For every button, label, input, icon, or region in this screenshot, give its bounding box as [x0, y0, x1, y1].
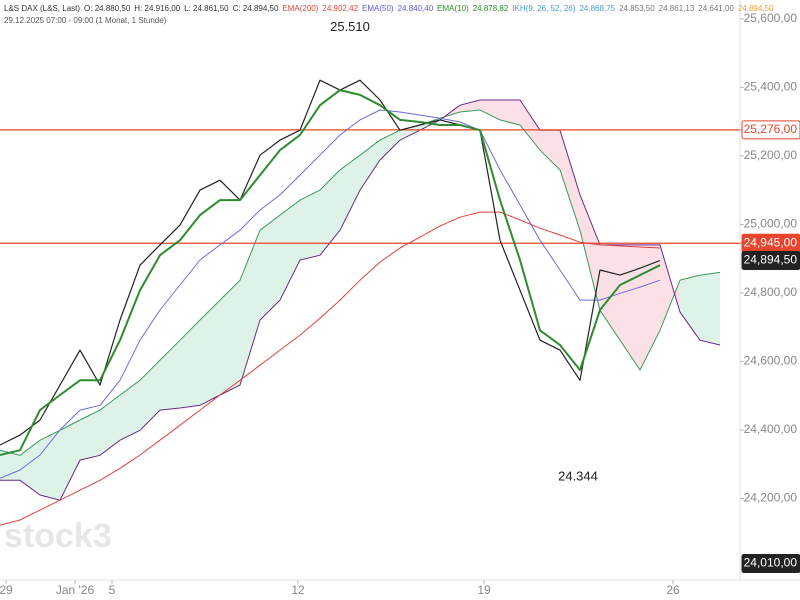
annotation: 24.344: [558, 469, 598, 484]
cloud-fill: [240, 230, 260, 386]
cloud-fill: [100, 395, 120, 456]
cloud-fill: [700, 272, 720, 345]
cloud-fill: [640, 244, 660, 370]
cloud-fill: [560, 130, 580, 231]
header-item: 24.840,40: [398, 4, 434, 13]
y-tick-label: 24,600,00: [744, 354, 798, 368]
level-label: 24,945,00: [744, 235, 798, 249]
cloud-fill: [360, 140, 380, 191]
x-tick-label: Jan '26: [56, 583, 95, 597]
cloud-fill: [620, 244, 640, 370]
cloud-fill: [600, 244, 620, 341]
series-line: [0, 109, 661, 479]
y-tick-label: 25,000,00: [744, 217, 798, 231]
cloud-fill: [460, 100, 480, 113]
series-line: [0, 79, 661, 446]
y-tick-label: 24,400,00: [744, 422, 798, 436]
level-label-box: [741, 120, 800, 140]
cloud-fill: [220, 280, 240, 396]
header-item: EMA(50): [362, 4, 394, 13]
annotation: 25.510: [330, 19, 370, 34]
x-tick-label: 12: [291, 583, 305, 597]
x-tick-label: 19: [477, 583, 491, 597]
cloud-fill: [160, 340, 180, 411]
header-item: 24.878,82: [473, 4, 509, 13]
cloud-fill: [280, 200, 300, 301]
cloud-fill: [120, 380, 140, 441]
cloud-fill: [40, 430, 60, 501]
series-line: [0, 211, 661, 526]
cloud-fill: [660, 244, 680, 331]
header-item: 24.868,75: [579, 4, 615, 13]
cloud-fill: [520, 100, 540, 151]
cloud-fill: [500, 100, 520, 126]
header-item: 24.894,50: [738, 4, 774, 13]
cloud-fill: [80, 410, 100, 461]
subtitle: 29.12.2025 07:00 - 09:00 (1 Monat, 1 Stu…: [4, 16, 167, 25]
header-item: 24.641,00: [698, 4, 734, 13]
cloud-fill: [540, 130, 560, 170]
cloud-fill: [480, 100, 500, 120]
cloud-fill: [580, 194, 600, 311]
cloud-fill: [60, 420, 80, 501]
header-item: C: 24.894,50: [233, 4, 279, 13]
x-tick-label: 5: [109, 583, 116, 597]
cloud-fill: [300, 190, 320, 261]
cloud-fill: [180, 319, 200, 409]
x-tick-label: 26: [666, 583, 680, 597]
cloud-fill: [200, 300, 220, 406]
cloud-fill: [340, 155, 360, 231]
header: L&S DAX (L&S, Last) O: 24.880,50 H: 24.916…: [4, 4, 774, 13]
y-tick-label: 24,800,00: [744, 285, 798, 299]
header-item: EMA(10): [437, 4, 469, 13]
price-label: 24,894,50: [744, 253, 798, 267]
header-item: 24.902,42: [322, 4, 358, 13]
header-item: 24.861,13: [659, 4, 695, 13]
cloud-fill: [140, 360, 160, 431]
cloud-fill: [400, 125, 420, 141]
header-item: H: 24.916,00: [134, 4, 180, 13]
y-tick-label: 24,200,00: [744, 491, 798, 505]
header-item: EMA(200): [282, 4, 318, 13]
cloud-fill: [320, 169, 340, 256]
series-line: [0, 89, 661, 456]
header-item: L: 24.861,50: [184, 4, 229, 13]
header-item: IKH(9, 26, 52, 26): [512, 4, 575, 13]
cloud-fill: [380, 130, 400, 160]
header-item: 24.853,50: [619, 4, 655, 13]
cloud-fill: [20, 440, 40, 496]
cloud-fill: [0, 450, 20, 481]
y-tick-label: 25,200,00: [744, 148, 798, 162]
cloud-fill: [680, 275, 700, 341]
x-tick-label: 29: [0, 583, 13, 597]
price-label-box: [741, 251, 800, 271]
header-item: L&S DAX (L&S, Last): [4, 4, 80, 13]
cloud-fill: [260, 215, 280, 320]
header-item: O: 24.880,50: [84, 4, 131, 13]
level-label: 25,276,00: [744, 122, 798, 136]
watermark: stock3: [4, 517, 112, 555]
price-label-box: [741, 554, 800, 574]
y-tick-label: 25,600,00: [744, 11, 798, 25]
price-label: 24,010,00: [744, 556, 798, 570]
y-tick-label: 25,400,00: [744, 80, 798, 94]
